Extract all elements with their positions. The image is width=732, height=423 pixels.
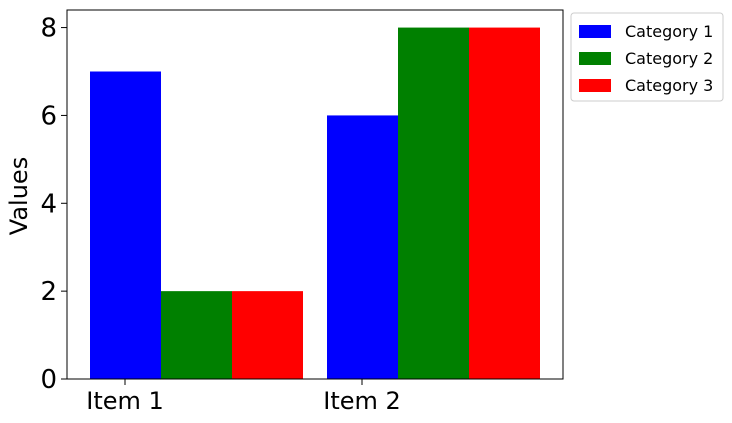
legend-swatch — [579, 79, 611, 92]
plot-area-frame — [66, 9, 564, 380]
y-tick-label: 6 — [40, 101, 57, 131]
legend: Category 1 Category 2 Category 3 — [570, 12, 724, 102]
bar-category-1-item-1 — [90, 71, 161, 379]
x-axis: Item 1 Item 2 — [86, 379, 401, 415]
y-axis: 0 2 4 6 8 — [40, 14, 67, 395]
bar-category-3-item-2 — [469, 27, 540, 379]
bars-group — [90, 27, 540, 379]
bar-category-2-item-2 — [398, 27, 469, 379]
y-tick-label: 8 — [40, 14, 57, 44]
legend-swatch — [579, 52, 611, 65]
y-tick-label: 4 — [40, 189, 57, 219]
bar-category-2-item-1 — [161, 291, 232, 379]
y-tick-label: 0 — [40, 365, 57, 395]
x-tick-label: Item 1 — [86, 387, 164, 415]
y-axis-label: Values — [5, 157, 33, 235]
legend-label: Category 2 — [625, 49, 713, 68]
x-tick-label: Item 2 — [323, 387, 401, 415]
bar-category-1-item-2 — [327, 115, 398, 379]
legend-label: Category 1 — [625, 22, 713, 41]
legend-label: Category 3 — [625, 76, 713, 95]
y-tick-label: 2 — [40, 277, 57, 307]
bar-category-3-item-1 — [232, 291, 303, 379]
legend-swatch — [579, 25, 611, 38]
